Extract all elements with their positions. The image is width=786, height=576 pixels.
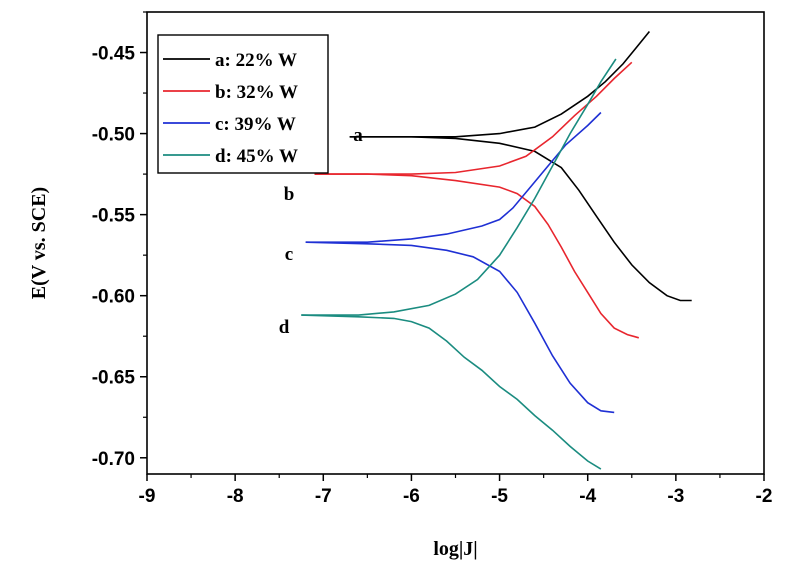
legend: a: 22% W b: 32% W c: 39% W d: 45% W bbox=[157, 34, 329, 174]
curve-label-group: a b c d bbox=[279, 125, 364, 338]
y-axis-title: E(V vs. SCE) bbox=[28, 187, 50, 299]
y-tick-label: -0.55 bbox=[92, 206, 136, 227]
curve-c-cathodic bbox=[305, 241, 615, 414]
curve-a-cathodic bbox=[349, 136, 692, 302]
legend-entry-a: a: 22% W bbox=[215, 50, 297, 71]
curve-a-anodic bbox=[349, 30, 651, 138]
x-tick-label: -9 bbox=[139, 486, 156, 507]
x-tick-label: -4 bbox=[579, 486, 596, 507]
x-tick-label: -8 bbox=[227, 486, 244, 507]
legend-entry-d: d: 45% W bbox=[215, 146, 298, 167]
curve-label-c: c bbox=[285, 244, 293, 265]
x-tick-label: -7 bbox=[315, 486, 332, 507]
curve-c-anodic bbox=[305, 111, 602, 243]
curve-b-cathodic bbox=[314, 173, 640, 339]
x-tick-label: -6 bbox=[403, 486, 420, 507]
tick-group: -9 -8 -7 -6 -5 -4 -3 -2 -0.70 -0.65 -0.60 -0.55 -0.5… bbox=[92, 11, 773, 507]
curve-d-anodic bbox=[301, 58, 617, 316]
y-tick-label: -0.65 bbox=[92, 368, 136, 389]
y-tick-label: -0.50 bbox=[92, 125, 135, 146]
curve-label-b: b bbox=[284, 184, 295, 205]
y-tick-label: -0.60 bbox=[92, 287, 135, 308]
y-tick-label: -0.45 bbox=[92, 44, 136, 65]
curve-group bbox=[301, 30, 692, 470]
legend-entry-c: c: 39% W bbox=[215, 114, 296, 135]
curve-d-cathodic bbox=[301, 314, 602, 470]
x-tick-label: -2 bbox=[756, 486, 773, 507]
legend-entry-b: b: 32% W bbox=[215, 82, 298, 103]
curve-label-a: a bbox=[353, 125, 363, 146]
x-axis-title: log|J| bbox=[433, 538, 477, 560]
curve-label-d: d bbox=[279, 317, 290, 338]
curve-b-anodic bbox=[314, 61, 633, 175]
x-tick-label: -5 bbox=[491, 486, 508, 507]
legend-box bbox=[157, 34, 329, 174]
x-tick-label: -3 bbox=[667, 486, 684, 507]
y-tick-label: -0.70 bbox=[92, 449, 135, 470]
